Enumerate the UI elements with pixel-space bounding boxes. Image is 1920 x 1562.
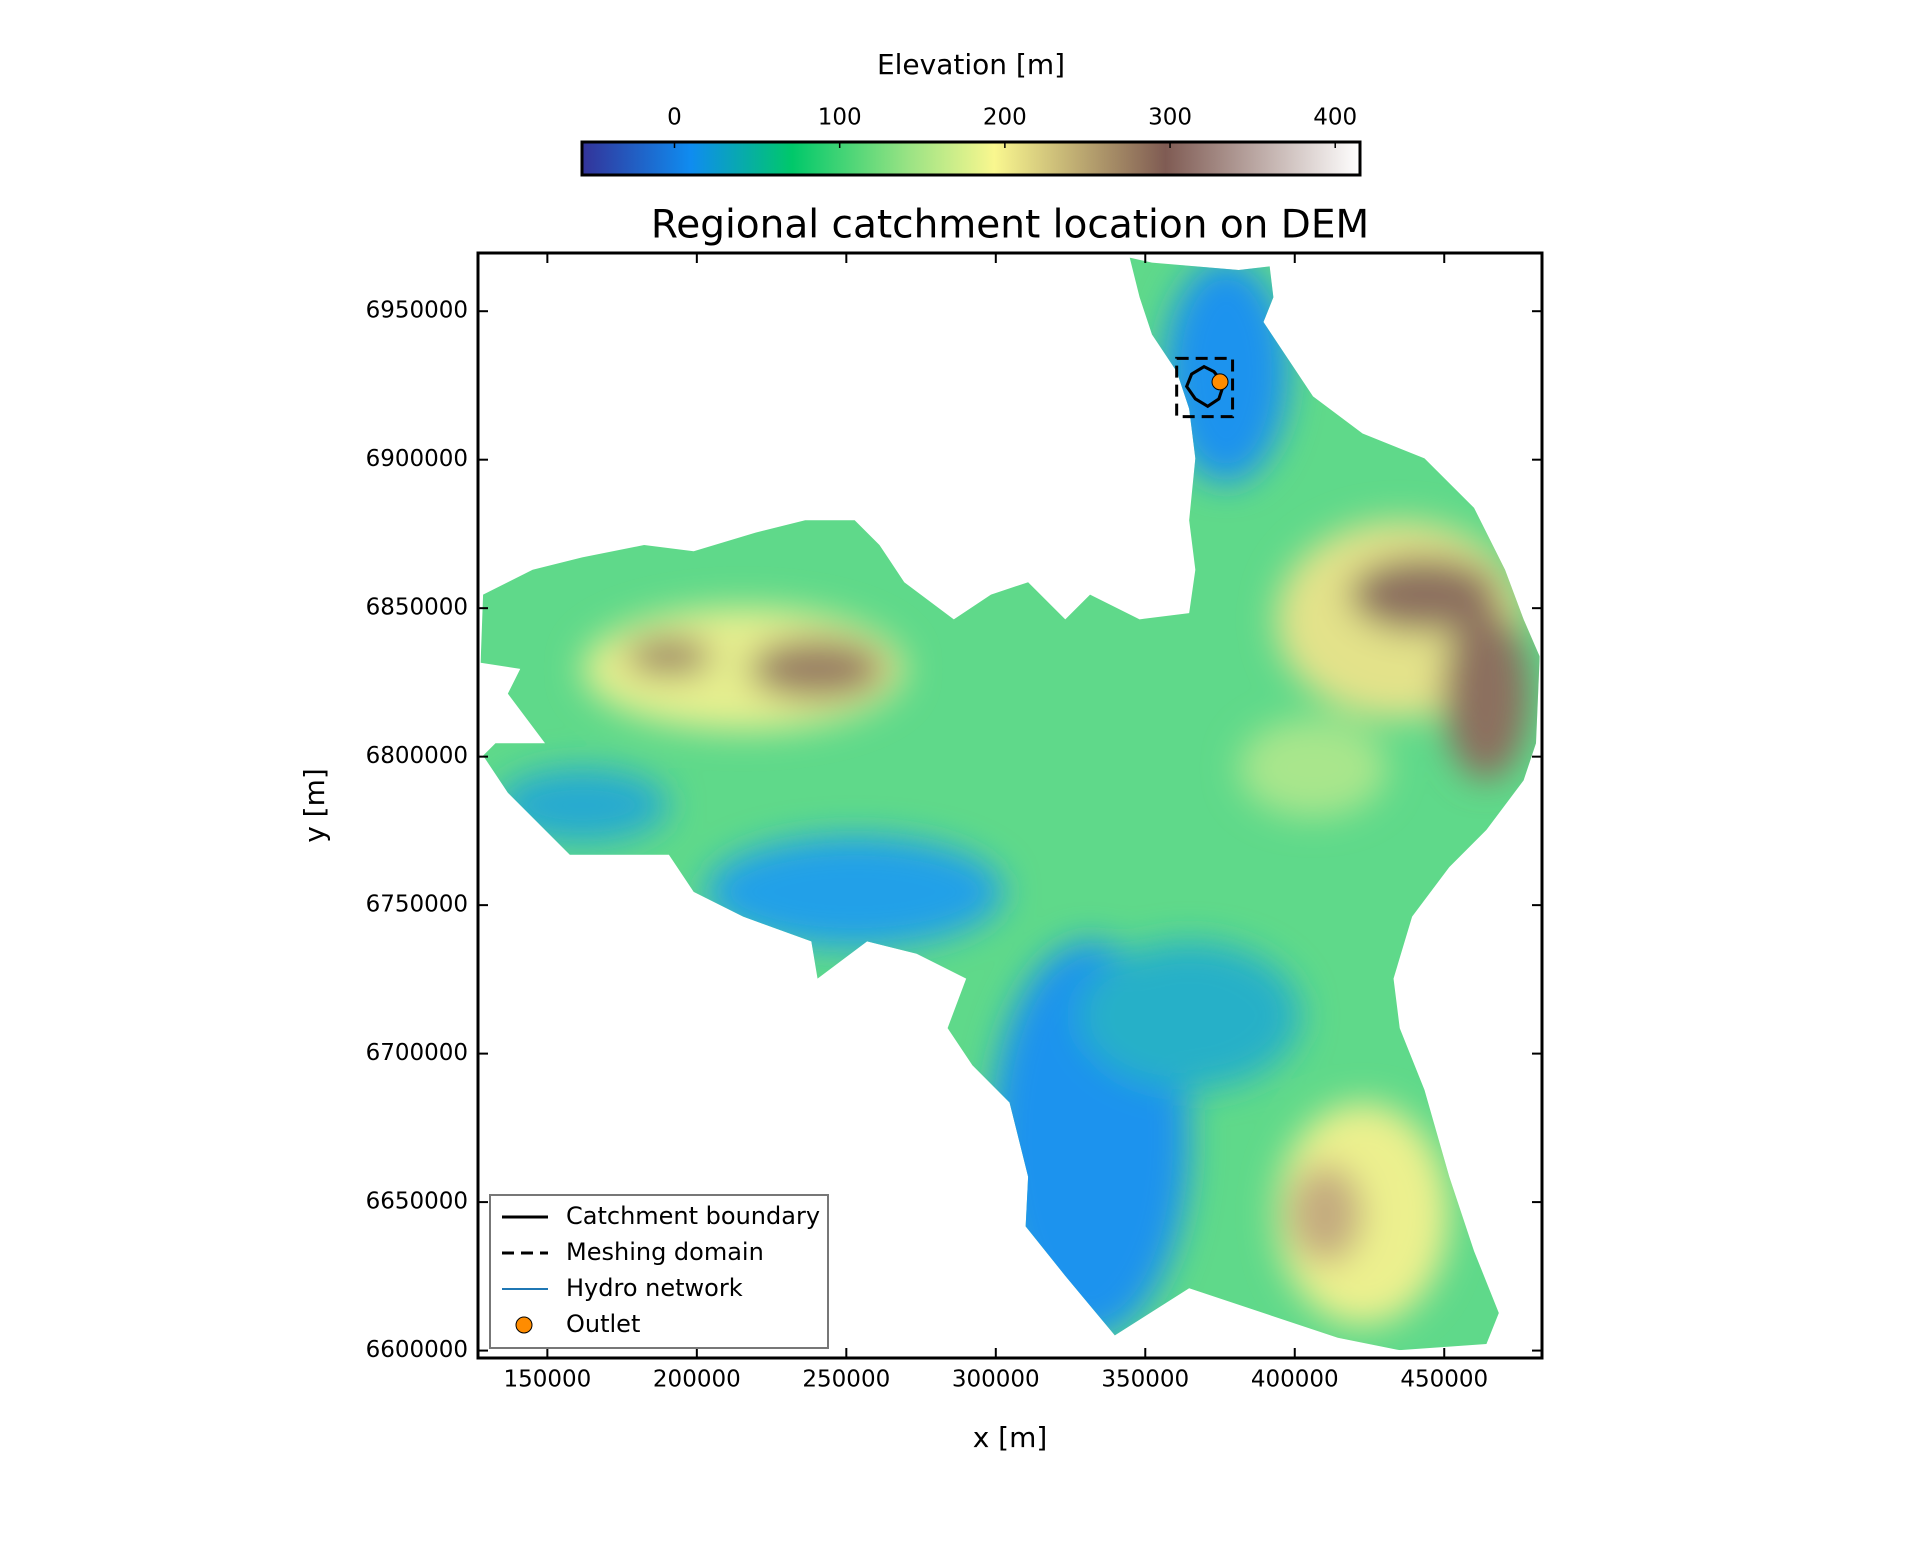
colorbar-tick-label: 0 xyxy=(667,105,682,131)
colorbar-tick-label: 200 xyxy=(983,105,1027,131)
y-tick-label: 6900000 xyxy=(366,446,468,472)
outlet xyxy=(1211,373,1229,391)
legend-label: Outlet xyxy=(566,1310,640,1338)
x-tick-label: 150000 xyxy=(503,1367,591,1393)
legend-label: Catchment boundary xyxy=(566,1202,820,1230)
x-tick-label: 250000 xyxy=(802,1367,890,1393)
legend-label: Meshing domain xyxy=(566,1238,764,1266)
x-tick-label: 300000 xyxy=(952,1367,1040,1393)
legend-box xyxy=(489,1194,829,1349)
catchment-boundary xyxy=(1184,364,1226,409)
x-tick-label: 350000 xyxy=(1101,1367,1189,1393)
y-tick-label: 6800000 xyxy=(366,743,468,769)
x-tick-label: 450000 xyxy=(1400,1367,1488,1393)
plot-frame xyxy=(476,251,1544,1360)
y-tick-label: 6750000 xyxy=(366,892,468,918)
chart-title: Regional catchment location on DEM xyxy=(651,203,1369,248)
y-tick-label: 6600000 xyxy=(366,1337,468,1363)
colorbar-tick-label: 300 xyxy=(1148,105,1192,131)
legend-marker xyxy=(515,1316,533,1334)
x-tick-label: 400000 xyxy=(1251,1367,1339,1393)
colorbar-tick-label: 400 xyxy=(1313,105,1357,131)
colorbar xyxy=(580,140,1362,177)
x-axis-label: x [m] xyxy=(973,1421,1048,1454)
y-axis-label: y [m] xyxy=(298,768,331,843)
legend-label: Hydro network xyxy=(566,1274,743,1302)
x-tick-label: 200000 xyxy=(653,1367,741,1393)
y-tick-label: 6950000 xyxy=(366,298,468,324)
colorbar-label: Elevation [m] xyxy=(877,48,1065,81)
colorbar-tick-label: 100 xyxy=(818,105,862,131)
y-tick-label: 6650000 xyxy=(366,1189,468,1215)
y-tick-label: 6700000 xyxy=(366,1040,468,1066)
meshing-domain xyxy=(1175,356,1235,419)
y-tick-label: 6850000 xyxy=(366,595,468,621)
